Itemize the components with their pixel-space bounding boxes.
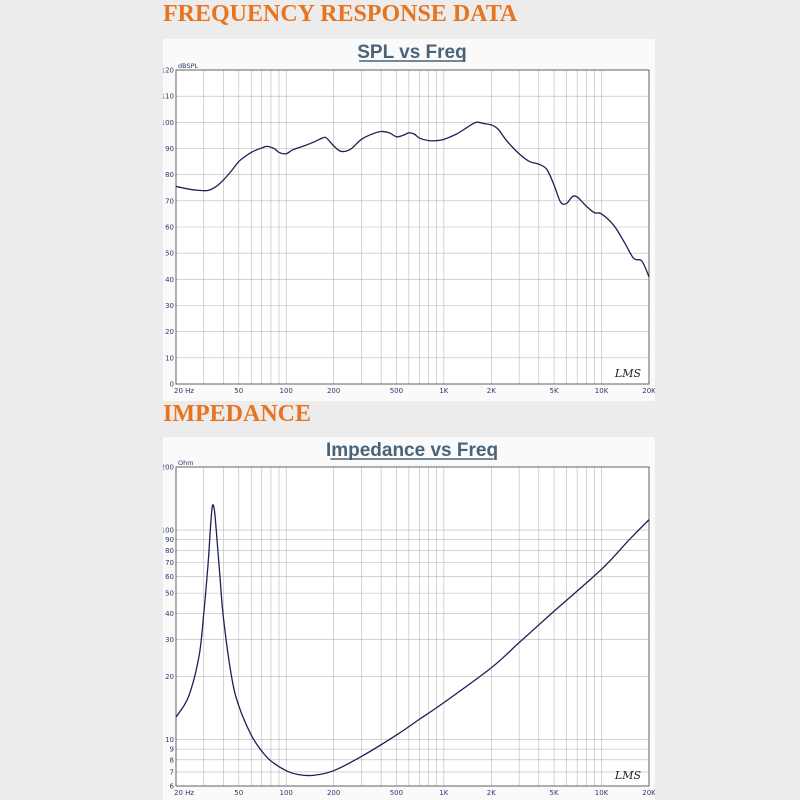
y-axis-unit-label: Ohm bbox=[178, 459, 194, 467]
y-tick-labels: 6 7 8 9 10 20 30 40 50 60 70 80 90100 200 bbox=[163, 464, 175, 791]
y-tick-label: 50 bbox=[165, 250, 174, 258]
x-tick-label: 100 bbox=[280, 387, 293, 395]
y-tick-label: 60 bbox=[165, 224, 174, 232]
y-tick-label: 90 bbox=[165, 145, 174, 153]
y-tick-label: 20 bbox=[165, 328, 174, 336]
x-tick-label: 5K bbox=[550, 789, 559, 797]
x-tick-label: 500 bbox=[390, 789, 403, 797]
y-tick-labels: 0 10 20 30 40 50 60 70 80 90 100 110 120 bbox=[163, 67, 174, 389]
y-tick-label: 80 bbox=[165, 171, 174, 179]
x-tick-label: 5K bbox=[550, 387, 559, 395]
x-tick-label: 20 Hz bbox=[174, 789, 194, 797]
x-tick-label: 10K bbox=[595, 387, 609, 395]
y-tick-label: 10 bbox=[165, 354, 174, 362]
y-tick-label: 120 bbox=[163, 67, 174, 75]
impedance-heading: IMPEDANCE bbox=[163, 401, 311, 427]
x-tick-label: 200 bbox=[327, 387, 340, 395]
y-gridlines bbox=[176, 69, 649, 385]
x-tick-label: 500 bbox=[390, 387, 403, 395]
y-gridlines bbox=[176, 466, 649, 787]
plot-area bbox=[176, 467, 649, 786]
response-curve bbox=[175, 121, 650, 277]
x-tick-label: 50 bbox=[234, 387, 243, 395]
y-tick-label: 60 bbox=[165, 573, 174, 581]
x-tick-label: 50 bbox=[234, 789, 243, 797]
spl-vs-freq-chart: 010203040506070809010011012020 Hz5010020… bbox=[163, 42, 655, 395]
y-tick-label: 0 bbox=[170, 381, 174, 389]
x-tick-label: 200 bbox=[327, 789, 340, 797]
y-tick-label: 7 bbox=[170, 768, 174, 776]
y-tick-label: 100 bbox=[163, 119, 174, 127]
y-tick-label: 40 bbox=[165, 276, 174, 284]
response-curve bbox=[175, 504, 650, 777]
y-tick-label: 50 bbox=[165, 590, 174, 598]
lms-watermark: LMS bbox=[614, 769, 642, 782]
x-tick-labels: 20 Hz 50 100 200 500 1K 2K 5K 10K 20K bbox=[174, 789, 655, 797]
y-tick-label: 30 bbox=[165, 636, 174, 644]
y-tick-label: 10 bbox=[165, 736, 174, 744]
chart-title: Impedance vs Freq bbox=[326, 440, 498, 461]
y-tick-label: 20 bbox=[165, 673, 174, 681]
x-tick-label: 20 Hz bbox=[174, 387, 194, 395]
plot-frame bbox=[175, 69, 650, 385]
y-tick-label: 80 bbox=[165, 547, 174, 555]
y-tick-label: 70 bbox=[165, 197, 174, 205]
y-tick-label: 30 bbox=[165, 302, 174, 310]
x-tick-label: 1K bbox=[439, 789, 448, 797]
impedance-vs-freq-chart: 678910203040506070809010020020 Hz5010020… bbox=[163, 440, 655, 797]
x-gridlines bbox=[175, 467, 650, 786]
x-tick-label: 100 bbox=[280, 789, 293, 797]
y-tick-label: 100 bbox=[163, 527, 174, 535]
x-tick-label: 10K bbox=[595, 789, 609, 797]
y-tick-label: 6 bbox=[170, 783, 175, 791]
y-axis-unit-label: dBSPL bbox=[178, 62, 199, 70]
x-tick-label: 20K bbox=[642, 789, 655, 797]
y-tick-label: 9 bbox=[170, 746, 174, 754]
y-tick-label: 70 bbox=[165, 559, 174, 567]
spl-chart-panel: 010203040506070809010011012020 Hz5010020… bbox=[163, 39, 655, 401]
x-tick-label: 2K bbox=[487, 789, 496, 797]
plot-frame bbox=[175, 466, 650, 787]
y-tick-label: 110 bbox=[163, 93, 174, 101]
impedance-chart-panel: 678910203040506070809010020020 Hz5010020… bbox=[163, 437, 655, 800]
chart-title: SPL vs Freq bbox=[357, 42, 466, 63]
y-tick-label: 90 bbox=[165, 536, 174, 544]
x-tick-label: 2K bbox=[487, 387, 496, 395]
y-tick-label: 40 bbox=[165, 610, 174, 618]
x-tick-labels: 20 Hz 50 100 200 500 1K 2K 5K 10K 20K bbox=[174, 387, 655, 395]
lms-watermark: LMS bbox=[614, 367, 642, 380]
y-tick-label: 8 bbox=[170, 756, 174, 764]
x-tick-label: 20K bbox=[642, 387, 655, 395]
x-tick-label: 1K bbox=[439, 387, 448, 395]
frequency-response-heading: FREQUENCY RESPONSE DATA bbox=[163, 1, 518, 27]
y-tick-label: 200 bbox=[163, 464, 174, 472]
